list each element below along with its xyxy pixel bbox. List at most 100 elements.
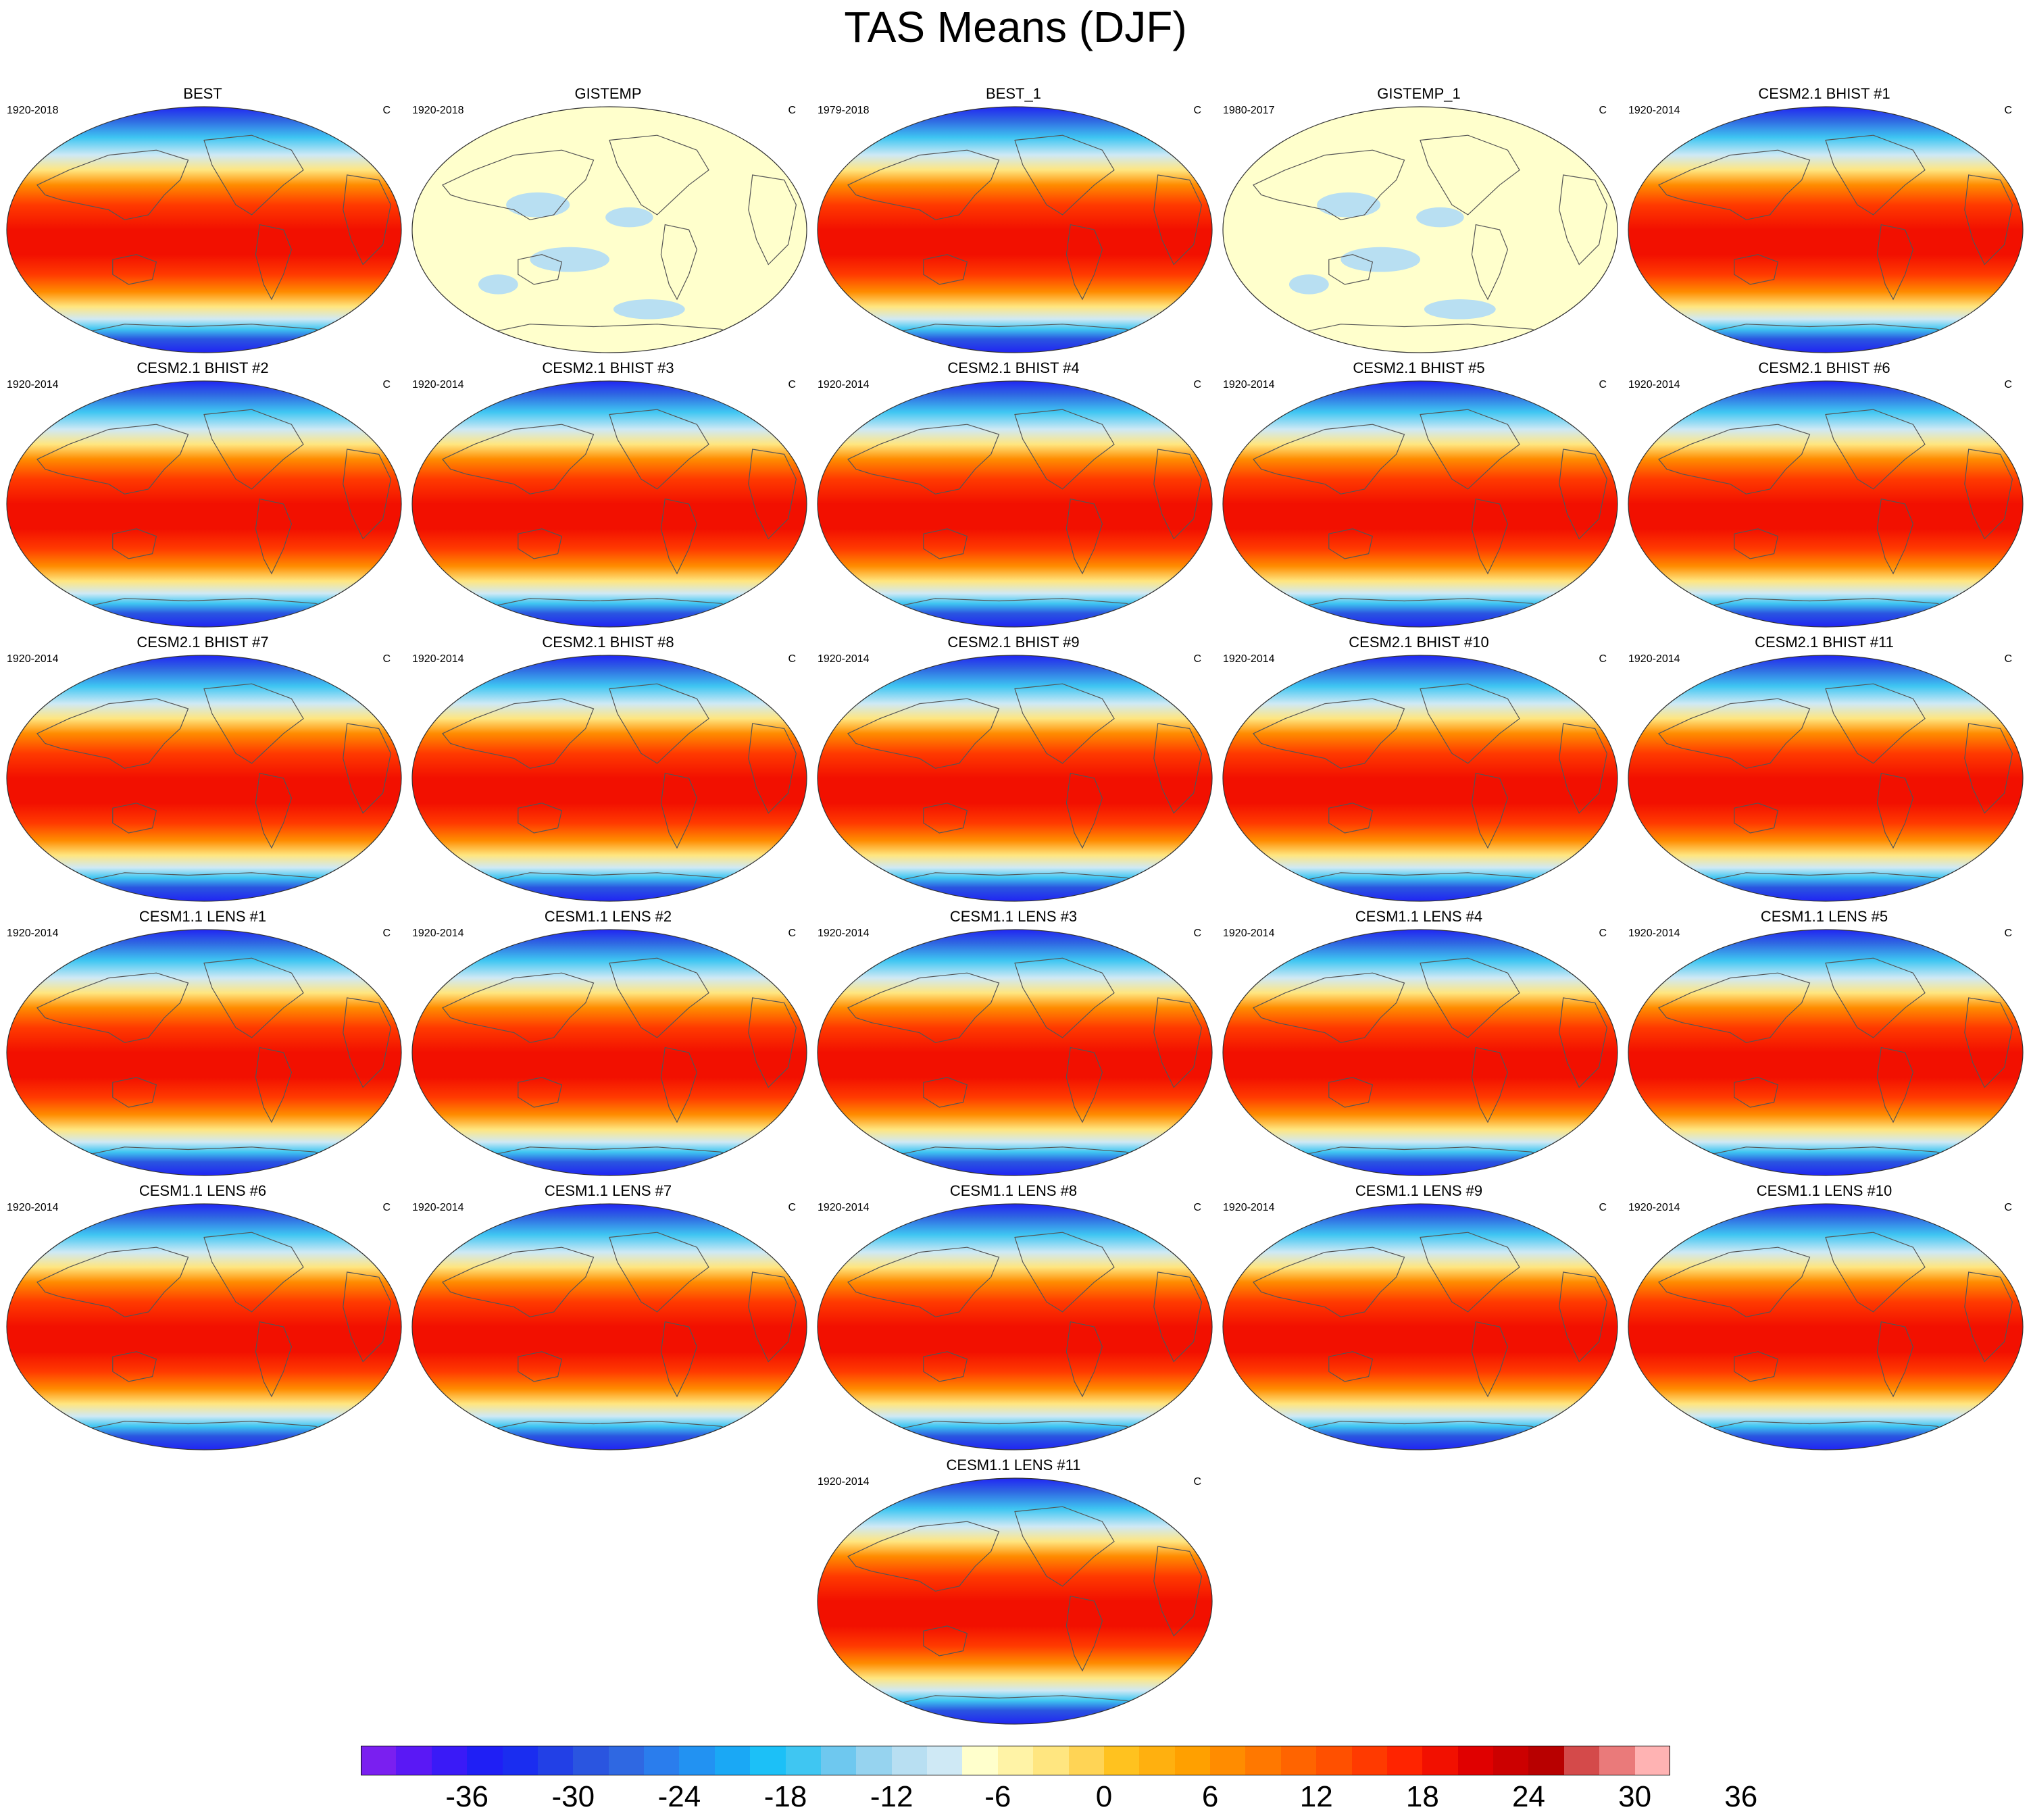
colorbar-swatch: [537, 1746, 574, 1775]
colorbar-swatch: [856, 1746, 893, 1775]
map-border: [6, 106, 402, 353]
colorbar-tick-label: 18: [1405, 1780, 1439, 1813]
temperature-map: [1222, 380, 1618, 628]
temperature-field: [1223, 381, 1618, 627]
anomaly-patch: [478, 274, 518, 295]
coastline: [36, 972, 189, 1043]
temperature-map: [6, 929, 402, 1176]
temperature-map: [817, 1203, 1213, 1450]
temperature-map: [411, 1203, 807, 1450]
colorbar-swatch: [608, 1746, 645, 1775]
coastline: [1658, 972, 1811, 1043]
coastline: [1420, 957, 1520, 1038]
coastline: [1014, 957, 1115, 1038]
panel-period: 1920-2014: [1223, 928, 1275, 939]
colorbar-swatch: [1316, 1746, 1353, 1775]
map-border: [1628, 655, 2024, 902]
map-panel: CESM2.1 BHIST #1 1920-2014 C: [1622, 85, 2027, 361]
panel-unit: C: [1599, 379, 1607, 390]
coastline: [343, 449, 392, 540]
coastline: [1876, 772, 1914, 849]
coastline: [518, 1351, 563, 1382]
colorbar-swatch: [1210, 1746, 1246, 1775]
temperature-map: [817, 106, 1213, 353]
panel-unit: C: [1193, 1202, 1201, 1213]
colorbar-swatch: [1563, 1746, 1600, 1775]
temperature-field: [7, 930, 401, 1176]
colorbar-swatch: [1493, 1746, 1529, 1775]
coastline: [1253, 972, 1405, 1043]
map-panel: CESM2.1 BHIST #11 1920-2014 C: [1622, 634, 2027, 909]
coastline: [255, 1321, 293, 1398]
coastline: [1964, 449, 2013, 540]
temperature-field: [1223, 1204, 1618, 1450]
coastline: [343, 1271, 392, 1363]
coastline: [660, 1046, 698, 1123]
colorbar-swatch: [1528, 1746, 1565, 1775]
map-border: [6, 929, 402, 1176]
coastline: [1964, 174, 2013, 266]
colorbar-swatch: [714, 1746, 751, 1775]
coastline: [112, 803, 157, 834]
panel-title: CESM2.1 BHIST #9: [947, 634, 1080, 651]
panel-unit: C: [788, 105, 796, 116]
map-panel: CESM2.1 BHIST #5 1920-2014 C: [1216, 359, 1622, 635]
panel-unit: C: [2004, 1202, 2012, 1213]
temperature-field: [412, 381, 807, 627]
temperature-field: [1223, 655, 1618, 901]
panel-title: BEST_1: [986, 85, 1041, 102]
coastline: [112, 528, 157, 559]
coastline: [36, 149, 189, 220]
map-panel: CESM1.1 LENS #4 1920-2014 C: [1216, 908, 1622, 1184]
colorbar-swatch: [679, 1746, 716, 1775]
coastline: [1014, 1506, 1115, 1587]
coastline: [1825, 683, 1926, 764]
anomaly-patch: [1288, 274, 1329, 295]
panel-period: 1920-2014: [1223, 379, 1275, 390]
colorbar-swatch: [644, 1746, 680, 1775]
temperature-map: [411, 380, 807, 628]
coastline: [660, 772, 698, 849]
colorbar-swatch: [573, 1746, 609, 1775]
coastline: [1658, 149, 1811, 220]
map-border: [1222, 106, 1618, 353]
map-panel: CESM2.1 BHIST #6 1920-2014 C: [1622, 359, 2027, 635]
temperature-map: [1222, 655, 1618, 902]
coastline: [1253, 698, 1405, 769]
coastline: [609, 409, 709, 490]
colorbar-tick-label: 30: [1618, 1780, 1652, 1813]
map-border: [6, 655, 402, 902]
panel-period: 1920-2014: [412, 653, 464, 665]
colorbar-swatch: [1245, 1746, 1282, 1775]
coastline: [36, 698, 189, 769]
coastline: [1734, 1351, 1779, 1382]
temperature-field: [1628, 1204, 2023, 1450]
panel-period: 1920-2014: [1223, 1202, 1275, 1213]
panel-title: CESM1.1 LENS #6: [139, 1182, 267, 1199]
panel-period: 1920-2014: [1628, 653, 1680, 665]
coastline: [1658, 424, 1811, 495]
coastline: [518, 1077, 563, 1108]
map-border: [817, 929, 1213, 1176]
coastline: [1153, 723, 1203, 814]
temperature-field: [818, 1204, 1212, 1450]
map-panel: CESM2.1 BHIST #7 1920-2014 C: [0, 634, 405, 909]
coastline: [255, 224, 293, 301]
map-border: [411, 380, 807, 628]
temperature-map: [817, 1477, 1213, 1725]
panel-unit: C: [1193, 1476, 1201, 1488]
temperature-field: [818, 107, 1212, 353]
temperature-map: [6, 106, 402, 353]
coastline: [1658, 1246, 1811, 1317]
panel-title: CESM2.1 BHIST #1: [1758, 85, 1890, 102]
panel-period: 1920-2014: [1628, 379, 1680, 390]
panel-unit: C: [2004, 653, 2012, 665]
coastline: [847, 698, 1000, 769]
coastline: [1420, 683, 1520, 764]
map-panel: CESM2.1 BHIST #2 1920-2014 C: [0, 359, 405, 635]
colorbar-swatch: [467, 1746, 503, 1775]
panel-period: 1920-2014: [7, 379, 59, 390]
coastline: [1153, 997, 1203, 1088]
coastline: [343, 174, 392, 266]
panel-unit: C: [788, 1202, 796, 1213]
